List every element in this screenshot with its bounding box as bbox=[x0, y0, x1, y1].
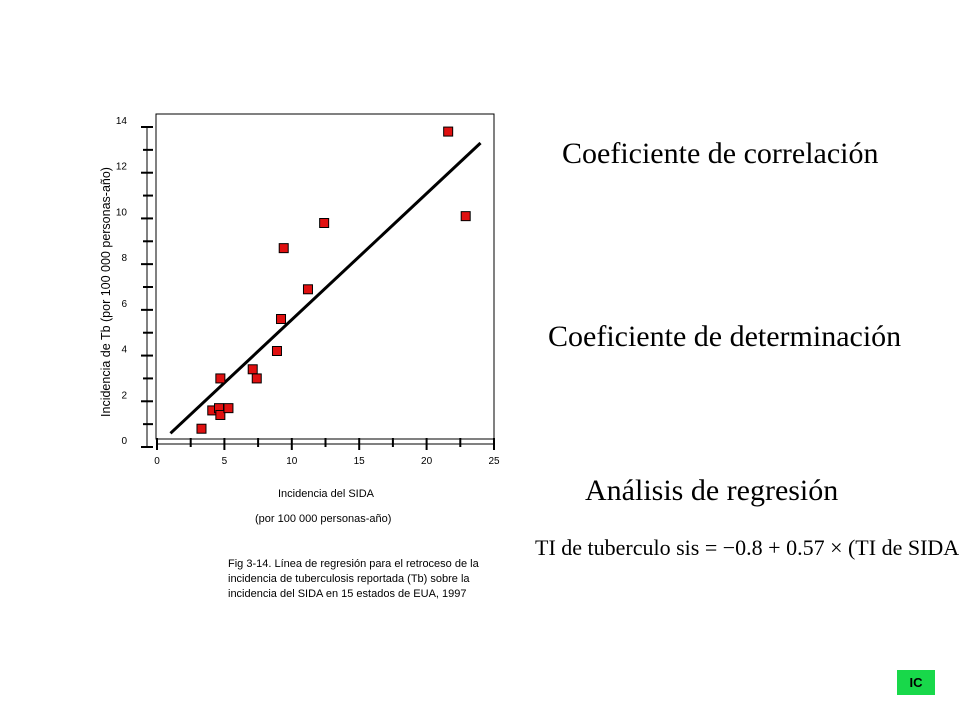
x-tick-label: 25 bbox=[488, 456, 500, 467]
data-point bbox=[302, 284, 313, 295]
x-tick-label: 20 bbox=[421, 456, 433, 467]
data-point bbox=[196, 423, 207, 434]
data-point bbox=[319, 218, 330, 228]
y-tick-label: 2 bbox=[121, 390, 127, 401]
y-tick-label: 14 bbox=[116, 116, 128, 127]
data-point bbox=[278, 243, 289, 254]
data-point bbox=[460, 211, 471, 222]
heading-determination: Coeficiente de determinación bbox=[548, 320, 902, 353]
data-points bbox=[196, 126, 471, 434]
regression-formula: TI de tuberculo sis = −0.8 + 0.57 × (TI … bbox=[535, 535, 960, 560]
data-point bbox=[271, 346, 282, 356]
x-tick-label: 10 bbox=[286, 456, 298, 467]
y-tick-label: 4 bbox=[121, 345, 127, 356]
y-tick-label: 6 bbox=[121, 299, 127, 310]
x-tick-label: 5 bbox=[222, 456, 228, 467]
y-tick-label: 12 bbox=[116, 162, 128, 173]
data-point bbox=[443, 126, 454, 137]
y-axis: 0 2 4 6 8 10 12 14 bbox=[116, 116, 153, 448]
data-point bbox=[247, 364, 258, 375]
heading-correlation: Coeficiente de correlación bbox=[562, 137, 879, 170]
plot-frame bbox=[155, 113, 495, 440]
y-tick-label: 8 bbox=[121, 253, 127, 264]
y-tick-label: 10 bbox=[116, 207, 128, 218]
data-point bbox=[223, 403, 234, 414]
x-axis: 0 5 10 15 20 25 bbox=[154, 438, 500, 467]
heading-regression: Análisis de regresión bbox=[585, 474, 839, 507]
regression-line-layer bbox=[169, 141, 482, 435]
x-axis-title: Incidencia del SIDA bbox=[278, 488, 374, 500]
regression-line bbox=[169, 141, 482, 435]
data-point bbox=[215, 410, 226, 420]
x-tick-label: 15 bbox=[354, 456, 366, 467]
ic-badge: IC bbox=[897, 670, 935, 695]
y-axis-title: Incidencia de Tb (por 100 000 personas-a… bbox=[99, 167, 113, 417]
data-point bbox=[215, 373, 226, 384]
figure-caption: Fig 3-14. Línea de regresión para el ret… bbox=[228, 558, 479, 600]
x-axis-subtitle: (por 100 000 personas-año) bbox=[255, 513, 392, 525]
data-point bbox=[276, 314, 287, 324]
x-tick-label: 0 bbox=[154, 456, 160, 467]
y-tick-label: 0 bbox=[121, 436, 127, 447]
data-point bbox=[251, 373, 262, 384]
